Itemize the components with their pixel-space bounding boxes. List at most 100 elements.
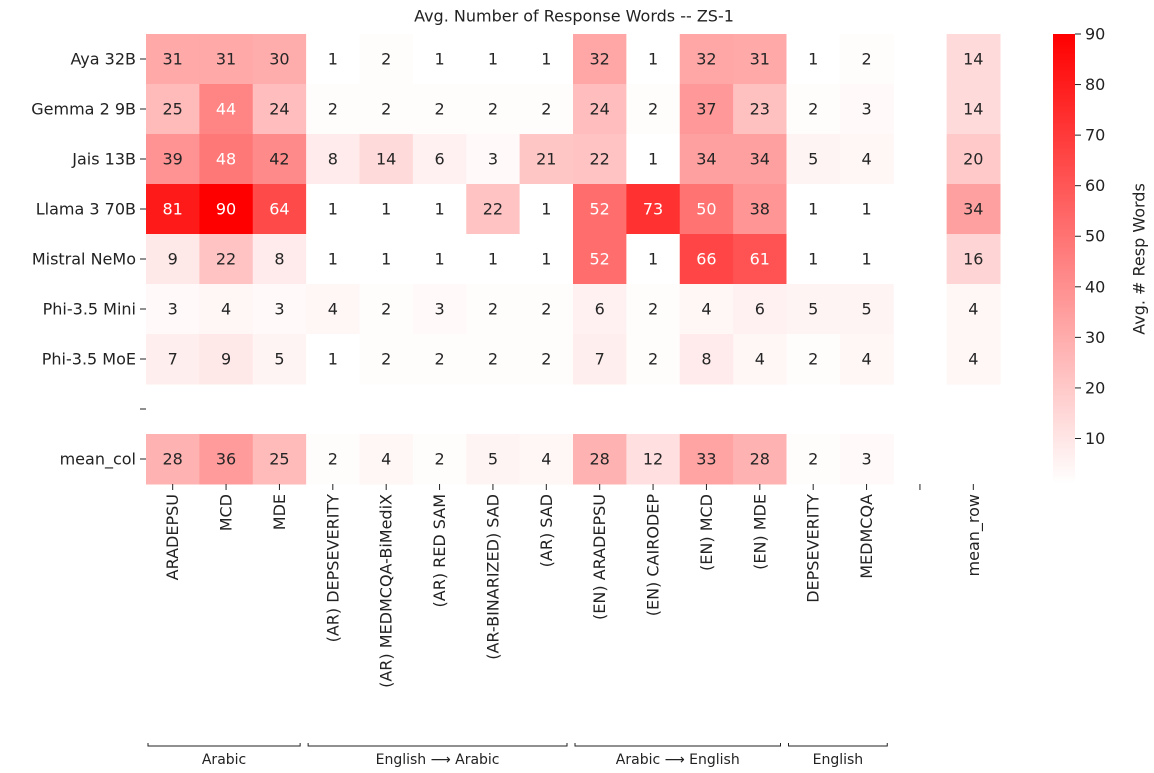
cell-label: 14 — [963, 100, 983, 119]
heatmap-cell — [786, 134, 841, 185]
heatmap-cell — [359, 34, 414, 85]
cell-label: 1 — [808, 250, 818, 269]
y-tick-label: Phi-3.5 Mini — [43, 300, 136, 319]
x-tick-label: (EN) MCD — [697, 494, 716, 571]
heatmap-cell — [679, 84, 734, 135]
heatmap-cell — [519, 134, 574, 185]
heatmap-cell — [679, 334, 734, 385]
cell-label: 5 — [808, 150, 818, 169]
cell-label: 1 — [541, 250, 551, 269]
heatmap-cell — [306, 134, 360, 185]
heatmap-cell — [733, 284, 787, 335]
heatmap-cell — [199, 234, 254, 285]
cell-label: 25 — [269, 450, 289, 469]
cell-label: 1 — [381, 200, 391, 219]
group-bracket — [574, 743, 781, 747]
cell-label: 16 — [963, 250, 983, 269]
heatmap-cell — [946, 234, 1001, 285]
heatmap-cell — [466, 234, 521, 285]
heatmap-cell — [252, 234, 307, 285]
chart-title: Avg. Number of Response Words -- ZS-1 — [414, 7, 734, 26]
heatmap-cell — [252, 134, 307, 185]
cell-label: 6 — [755, 300, 765, 319]
cell-label: 2 — [808, 100, 818, 119]
heatmap-cell — [573, 34, 627, 85]
cell-label: 66 — [696, 250, 716, 269]
cell-label: 1 — [328, 250, 338, 269]
heatmap-cell — [839, 284, 894, 335]
cell-label: 22 — [483, 200, 503, 219]
heatmap-cell — [252, 284, 307, 335]
cell-label: 2 — [434, 350, 444, 369]
heatmap-cell — [412, 434, 467, 485]
heatmap-cell — [466, 84, 521, 135]
x-tick-label: MCD — [217, 494, 236, 531]
cell-label: 4 — [968, 300, 978, 319]
heatmap-cell — [146, 184, 200, 235]
heatmap-cell — [466, 334, 521, 385]
group-bracket — [307, 743, 568, 747]
cell-label: 31 — [163, 50, 183, 69]
cell-label: 28 — [750, 450, 770, 469]
group-bracket — [788, 743, 888, 747]
heatmap-cell — [626, 134, 681, 185]
cell-label: 90 — [216, 200, 236, 219]
heatmap-cell — [306, 434, 360, 485]
cell-label: 2 — [648, 100, 658, 119]
cell-label: 28 — [163, 450, 183, 469]
heatmap-cell — [252, 34, 307, 85]
cell-label: 2 — [434, 100, 444, 119]
cell-label: 50 — [696, 200, 716, 219]
heatmap-cell — [412, 34, 467, 85]
heatmap-cell — [786, 34, 841, 85]
cell-label: 4 — [328, 300, 338, 319]
heatmap-cell — [199, 434, 254, 485]
cell-label: 2 — [541, 300, 551, 319]
cell-label: 48 — [216, 150, 236, 169]
heatmap-cell — [466, 184, 521, 235]
cell-label: 36 — [216, 450, 236, 469]
y-tick-label: mean_col — [60, 450, 136, 470]
heatmap-cell — [679, 184, 734, 235]
heatmap-cell — [199, 34, 254, 85]
heatmap-cell — [519, 434, 574, 485]
cell-label: 2 — [648, 300, 658, 319]
cell-label: 37 — [696, 100, 716, 119]
heatmap-cell — [359, 334, 414, 385]
cell-label: 21 — [536, 150, 556, 169]
cell-label: 32 — [696, 50, 716, 69]
heatmap-cell — [146, 84, 200, 135]
cell-label: 8 — [274, 250, 284, 269]
x-tick-label: (AR) MEDMCQA-BiMediX — [377, 494, 396, 688]
heatmap-cell — [573, 134, 627, 185]
colorbar-tick-label: 50 — [1085, 227, 1105, 246]
cell-label: 1 — [328, 50, 338, 69]
cell-label: 1 — [808, 200, 818, 219]
y-tick-label: Gemma 2 9B — [31, 100, 136, 119]
cell-label: 2 — [488, 100, 498, 119]
cell-label: 30 — [269, 50, 289, 69]
heatmap-cell — [146, 434, 200, 485]
cell-label: 6 — [595, 300, 605, 319]
heatmap-cell — [146, 284, 200, 335]
cell-label: 2 — [328, 450, 338, 469]
heatmap-cell — [946, 134, 1001, 185]
heatmap-cell — [146, 34, 200, 85]
heatmap-cell — [733, 34, 787, 85]
cell-label: 2 — [488, 300, 498, 319]
cell-label: 2 — [434, 450, 444, 469]
heatmap-cell — [946, 284, 1001, 335]
cell-label: 4 — [755, 350, 765, 369]
heatmap-cell — [733, 134, 787, 185]
heatmap-cell — [412, 334, 467, 385]
colorbar-tick-label: 10 — [1085, 429, 1105, 448]
heatmap-cell — [519, 34, 574, 85]
heatmap-cell — [199, 334, 254, 385]
cell-label: 1 — [808, 50, 818, 69]
cell-label: 34 — [696, 150, 716, 169]
cell-label: 2 — [381, 300, 391, 319]
x-tick-label: MEDMCQA — [857, 494, 876, 579]
cell-label: 5 — [861, 300, 871, 319]
colorbar — [1053, 34, 1075, 484]
cell-label: 3 — [861, 100, 871, 119]
